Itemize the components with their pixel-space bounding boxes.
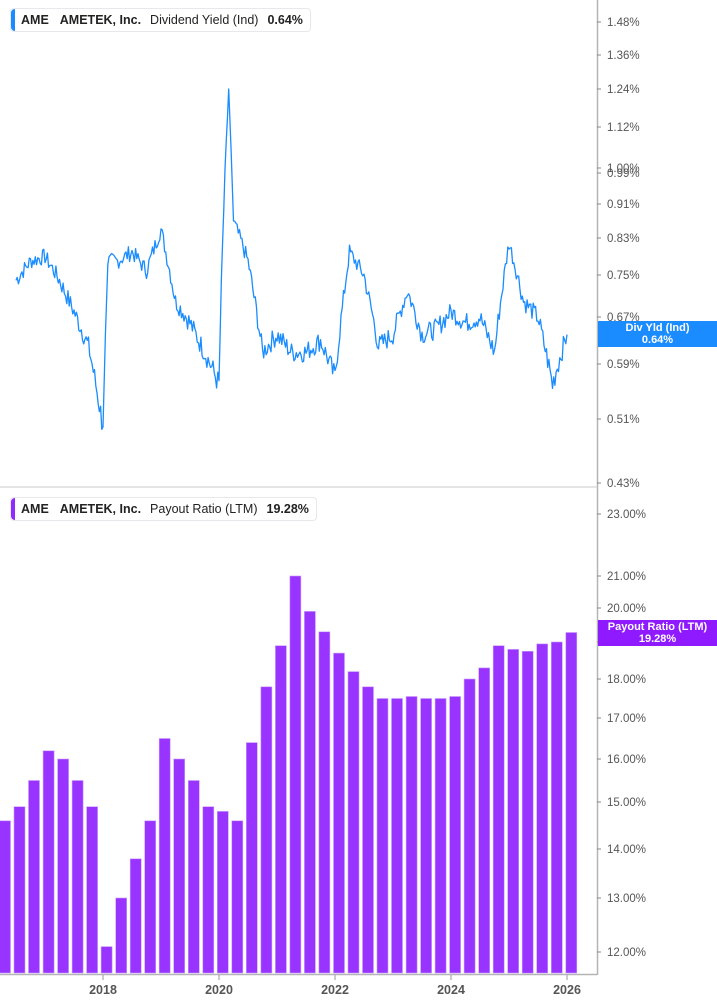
y-tick-label: 0.75% <box>607 270 640 282</box>
payout-bar[interactable] <box>362 686 374 974</box>
payout-bar[interactable] <box>0 820 11 974</box>
payout-bar[interactable] <box>115 897 127 974</box>
payout-bar[interactable] <box>420 698 432 974</box>
payout-bar[interactable] <box>565 632 578 974</box>
payout-bar[interactable] <box>434 698 447 974</box>
bottom-y-axis: 23.00%21.00%20.00%19.00%18.00%17.00%16.0… <box>597 509 646 959</box>
payout-bar[interactable] <box>28 780 40 974</box>
y-tick-label: 21.00% <box>607 571 646 583</box>
legend-ticker: AME <box>21 13 49 27</box>
series-color-swatch <box>11 9 15 31</box>
payout-bar[interactable] <box>333 652 345 974</box>
payout-bar[interactable] <box>217 811 229 974</box>
y-tick-label: 0.99% <box>607 168 640 180</box>
y-tick-label: 0.83% <box>607 233 640 245</box>
legend-value: 0.64% <box>267 13 303 27</box>
y-tick-label: 16.00% <box>607 754 646 766</box>
y-tick-label: 14.00% <box>607 844 646 856</box>
y-tick-label: 1.12% <box>607 122 640 134</box>
y-tick-label: 20.00% <box>607 603 646 615</box>
y-tick-label: 0.51% <box>607 414 640 426</box>
legend-metric: Payout Ratio (LTM) <box>150 502 258 516</box>
payout-bar[interactable] <box>100 946 113 974</box>
payout-bar[interactable] <box>521 650 534 974</box>
payout-bar[interactable] <box>231 820 244 974</box>
y-tick-label: 13.00% <box>607 893 646 905</box>
y-tick-label: 12.00% <box>607 947 646 959</box>
y-tick-label: 1.48% <box>607 17 640 29</box>
payout-bar[interactable] <box>550 641 563 974</box>
y-tick-label: 1.36% <box>607 50 640 62</box>
payout-bar[interactable] <box>144 820 156 974</box>
payout-bar[interactable] <box>391 698 403 974</box>
y-tick-label: 1.00% <box>607 163 640 175</box>
payout-bar[interactable] <box>347 671 360 974</box>
series-color-swatch <box>11 498 15 520</box>
payout-bar[interactable] <box>536 643 549 974</box>
flag-value: 19.28% <box>638 633 677 645</box>
y-tick-label: 0.59% <box>607 359 640 371</box>
payout-bar[interactable] <box>158 738 171 974</box>
legend-metric: Dividend Yield (Ind) <box>150 13 259 27</box>
payout-bar[interactable] <box>202 806 215 974</box>
payout-bar[interactable] <box>449 696 461 974</box>
top-y-axis: 1.48% 1.36% 1.24% 1.12% 1.00%0.99% 0.91% 0.83%… <box>597 17 640 490</box>
legend-company: AMETEK, Inc. <box>59 502 142 516</box>
flag-label: Div Yld (Ind) <box>625 322 690 334</box>
payout-bar[interactable] <box>260 686 273 974</box>
legend-ticker: AME <box>21 502 49 516</box>
y-tick-label: 17.00% <box>607 713 646 725</box>
payout-bar[interactable] <box>507 649 520 974</box>
y-tick-label: 23.00% <box>607 509 646 521</box>
x-tick-label: 2022 <box>321 983 349 997</box>
legend-value: 19.28% <box>266 502 309 516</box>
payout-bar[interactable] <box>405 696 418 974</box>
flag-label: Payout Ratio (LTM) <box>607 621 708 633</box>
payout-bar[interactable] <box>246 742 258 974</box>
payout-bar[interactable] <box>129 858 142 974</box>
payout-bar[interactable] <box>42 750 55 974</box>
payout-bar[interactable] <box>304 611 316 974</box>
x-tick-label: 2024 <box>437 983 465 997</box>
x-tick-label: 2018 <box>89 983 117 997</box>
dividend-yield-value-flag: Div Yld (Ind) 0.64% <box>598 321 717 347</box>
y-tick-label: 0.43% <box>607 478 640 490</box>
y-tick-label: 15.00% <box>607 797 646 809</box>
payout-bar[interactable] <box>289 575 302 974</box>
dividend-yield-line[interactable] <box>15 88 568 430</box>
payout-bar[interactable] <box>86 806 98 974</box>
payout-bar[interactable] <box>173 758 185 974</box>
payout-ratio-value-flag: Payout Ratio (LTM) 19.28% <box>598 620 717 646</box>
payout-bar[interactable] <box>57 758 69 974</box>
flag-value: 0.64% <box>641 334 674 346</box>
payout-bar[interactable] <box>71 780 84 974</box>
payout-bar[interactable] <box>13 806 26 974</box>
x-tick-label: 2026 <box>553 983 581 997</box>
payout-bar[interactable] <box>318 631 331 974</box>
payout-ratio-legend[interactable]: AME AMETEK, Inc. Payout Ratio (LTM) 19.2… <box>10 497 317 521</box>
y-tick-label: 18.00% <box>607 674 646 686</box>
legend-company: AMETEK, Inc. <box>59 13 142 27</box>
dividend-yield-legend[interactable]: AME AMETEK, Inc. Dividend Yield (Ind) 0.… <box>10 8 311 32</box>
payout-bar[interactable] <box>492 645 505 974</box>
payout-bar[interactable] <box>376 698 389 974</box>
x-axis: 2018 2020 2022 2024 2026 <box>89 975 581 997</box>
y-tick-label: 1.24% <box>607 84 640 96</box>
y-tick-label: 0.91% <box>607 199 640 211</box>
payout-bar[interactable] <box>463 678 476 974</box>
payout-bar[interactable] <box>478 667 491 974</box>
payout-bar[interactable] <box>275 645 287 974</box>
x-tick-label: 2020 <box>205 983 233 997</box>
payout-ratio-bars <box>0 575 578 974</box>
payout-bar[interactable] <box>188 780 200 974</box>
